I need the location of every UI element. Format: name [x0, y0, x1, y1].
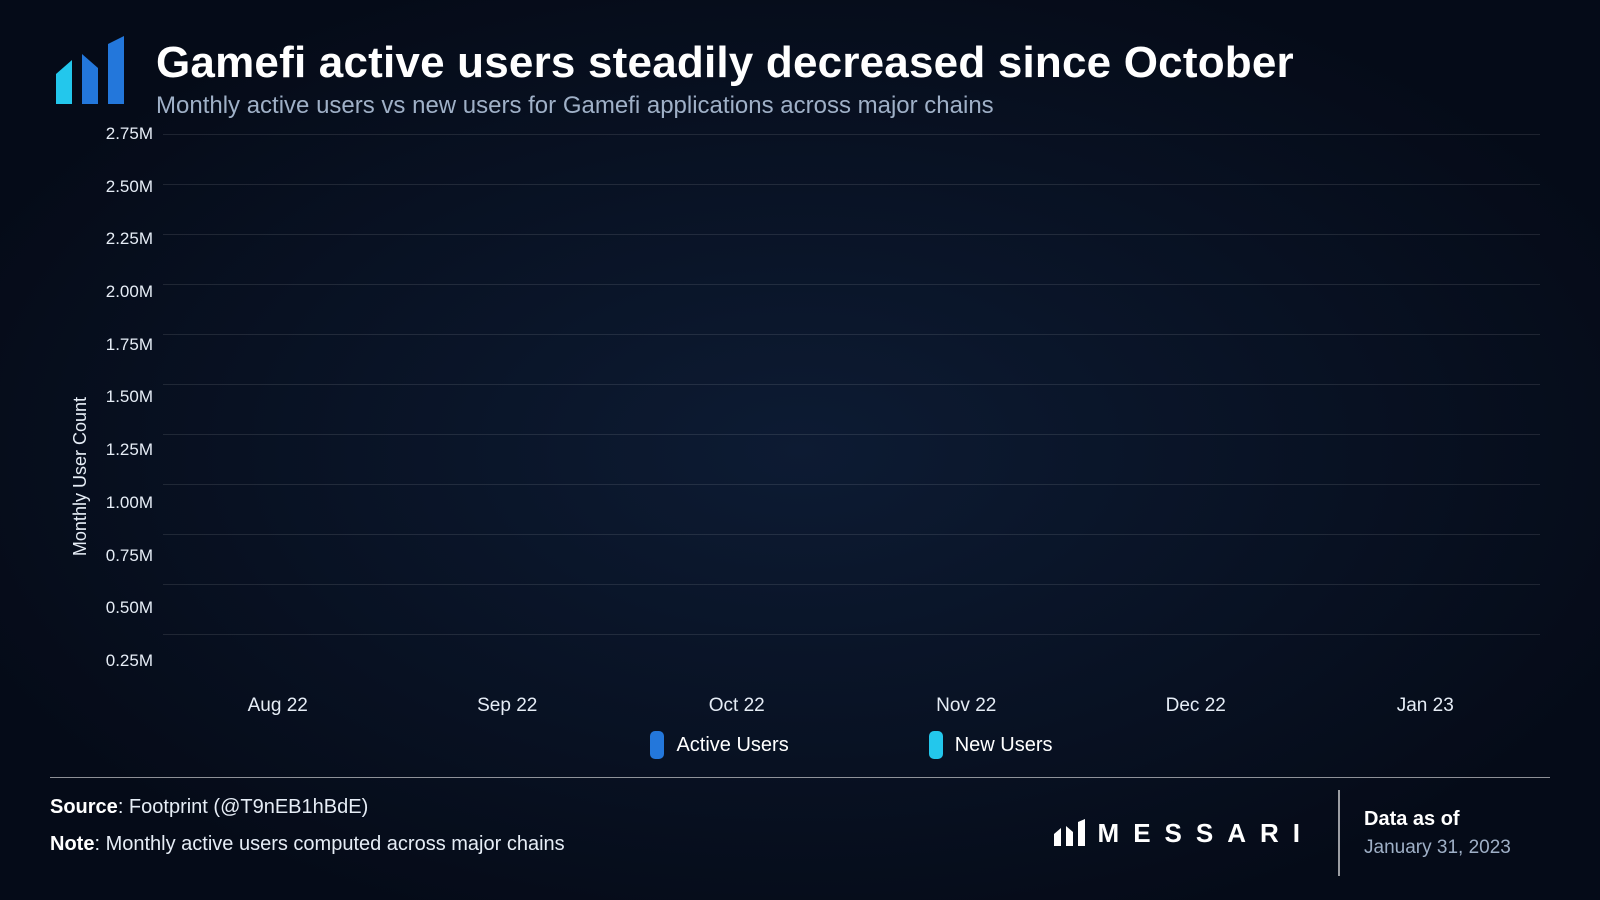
x-tick: Jan 23 [1311, 695, 1541, 717]
chart-title: Gamefi active users steadily decreased s… [156, 38, 1294, 88]
y-tick: 2.50M [106, 177, 153, 197]
legend-item: New Users [929, 731, 1053, 759]
note-label: Note [50, 833, 94, 855]
y-tick: 1.50M [106, 387, 153, 407]
y-tick: 2.75M [106, 124, 153, 144]
y-tick: 1.25M [106, 440, 153, 460]
messari-logo-icon [50, 36, 130, 106]
legend: Active Users New Users [163, 731, 1540, 759]
legend-swatch [650, 731, 664, 759]
plot-region [163, 134, 1540, 685]
y-tick: 1.00M [106, 493, 153, 513]
brand-name: MESSARI [1098, 818, 1314, 849]
legend-swatch [929, 731, 943, 759]
legend-label: Active Users [676, 734, 788, 757]
y-tick: 0.50M [106, 598, 153, 618]
date-value: January 31, 2023 [1364, 837, 1550, 859]
y-tick: 2.00M [106, 282, 153, 302]
date-label: Data as of [1364, 808, 1550, 831]
bar-groups [163, 134, 1540, 685]
source-value: : Footprint (@T9nEB1hBdE) [118, 796, 368, 818]
messari-small-logo-icon [1052, 819, 1088, 847]
chart-area: Monthly User Count 2.75M2.50M2.25M2.00M1… [70, 134, 1540, 759]
footer: Source: Footprint (@T9nEB1hBdE) Note: Mo… [50, 777, 1550, 870]
y-tick: 2.25M [106, 229, 153, 249]
legend-item: Active Users [650, 731, 788, 759]
y-axis-label: Monthly User Count [70, 337, 91, 556]
x-axis-ticks: Aug 22Sep 22Oct 22Nov 22Dec 22Jan 23 [163, 695, 1540, 717]
legend-label: New Users [955, 734, 1053, 757]
chart-card: Gamefi active users steadily decreased s… [0, 0, 1600, 900]
x-tick: Aug 22 [163, 695, 393, 717]
y-tick: 1.75M [106, 335, 153, 355]
brand-block: MESSARI [1028, 796, 1338, 870]
x-tick: Nov 22 [852, 695, 1082, 717]
x-tick: Dec 22 [1081, 695, 1311, 717]
y-tick: 0.25M [106, 651, 153, 671]
y-axis-ticks: 2.75M 2.50M 2.25M 2.00M 1.75M 1.50M 1.25M 1.00M… [100, 124, 163, 671]
note-value: : Monthly active users computed across m… [94, 833, 564, 855]
chart-subtitle: Monthly active users vs new users for Ga… [156, 92, 1294, 120]
y-tick: 0.75M [106, 546, 153, 566]
footer-notes: Source: Footprint (@T9nEB1hBdE) Note: Mo… [50, 796, 1028, 870]
x-tick: Sep 22 [393, 695, 623, 717]
divider [50, 777, 1550, 778]
header: Gamefi active users steadily decreased s… [50, 36, 1550, 120]
x-tick: Oct 22 [622, 695, 852, 717]
source-label: Source [50, 796, 118, 818]
